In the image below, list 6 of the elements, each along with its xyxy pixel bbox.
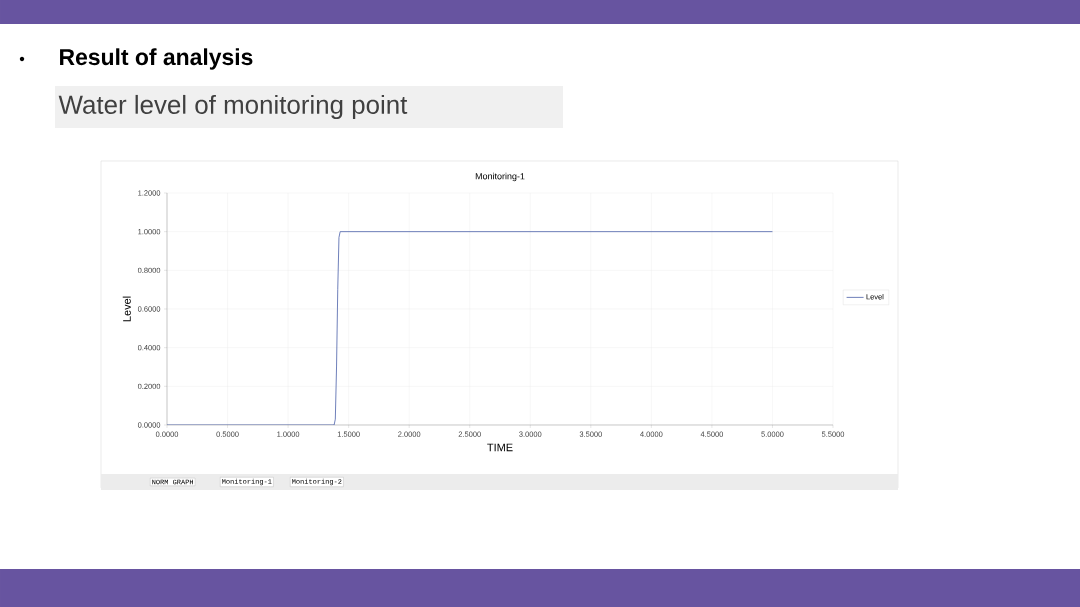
chart-subtitle: Water level of monitoring point [58,94,408,120]
y-axis-title: Level [122,296,131,322]
text: Monitoring-1 [475,172,525,182]
chart-title: Result of analysis [60,48,253,70]
line-series [167,231,773,425]
x-axis-title: TIME [487,443,513,452]
